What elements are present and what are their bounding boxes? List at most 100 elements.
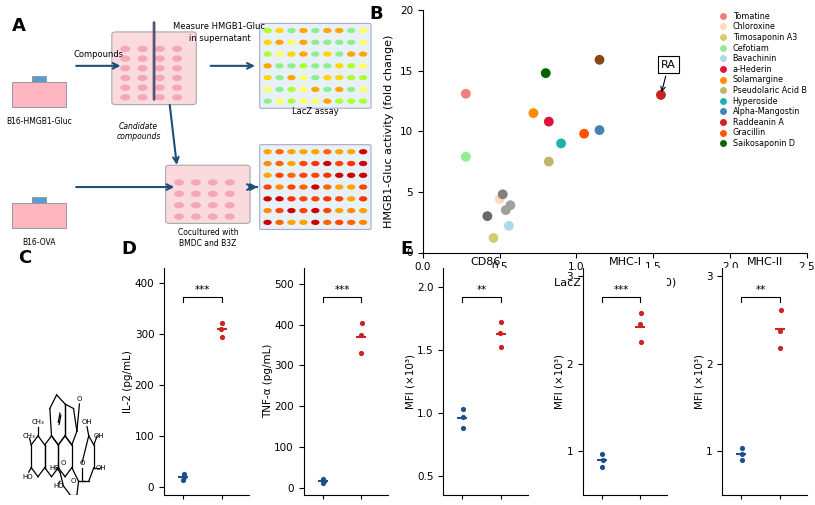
Point (177, 476, 190, 484)
Circle shape (263, 75, 271, 80)
Circle shape (335, 173, 343, 178)
Text: Candidate
compounds: Candidate compounds (117, 122, 161, 141)
Circle shape (335, 40, 343, 45)
Point (487, 234, 500, 242)
Circle shape (359, 208, 368, 213)
Circle shape (299, 40, 307, 45)
Circle shape (155, 46, 165, 52)
Y-axis label: MFI (×10³): MFI (×10³) (405, 354, 416, 409)
Circle shape (299, 220, 307, 225)
Circle shape (335, 220, 343, 225)
Circle shape (359, 161, 368, 166)
Circle shape (287, 40, 296, 45)
Circle shape (138, 56, 148, 62)
Circle shape (347, 208, 355, 213)
Circle shape (263, 184, 271, 190)
Circle shape (275, 149, 284, 155)
Circle shape (359, 28, 368, 33)
Circle shape (172, 94, 182, 100)
Circle shape (263, 98, 271, 104)
Polygon shape (32, 76, 46, 82)
Circle shape (263, 63, 271, 69)
Circle shape (299, 161, 307, 166)
Circle shape (225, 191, 235, 197)
Circle shape (359, 40, 368, 45)
Circle shape (347, 28, 355, 33)
Circle shape (347, 40, 355, 45)
Point (578, 130, 591, 138)
Circle shape (311, 98, 319, 104)
Circle shape (275, 173, 284, 178)
Circle shape (121, 84, 130, 91)
Circle shape (287, 161, 296, 166)
FancyBboxPatch shape (112, 32, 196, 105)
Text: OH: OH (82, 419, 92, 425)
Point (355, 331, 368, 339)
X-axis label: LacZ activity (OD590): LacZ activity (OD590) (553, 278, 676, 288)
Circle shape (191, 179, 201, 186)
Point (493, 195, 506, 203)
Circle shape (287, 220, 296, 225)
Circle shape (323, 75, 332, 80)
Legend: Tomatine, Chloroxine, Timosaponin A3, Cefotiam, Bavachinin, a-Hederin, Solamargi: Tomatine, Chloroxine, Timosaponin A3, Ce… (715, 12, 807, 148)
Circle shape (311, 75, 319, 80)
Point (596, 463, 609, 471)
Circle shape (287, 75, 296, 80)
Point (216, 319, 229, 327)
Circle shape (347, 149, 355, 155)
Circle shape (121, 56, 130, 62)
Circle shape (263, 173, 271, 178)
Circle shape (287, 87, 296, 92)
Point (317, 477, 330, 485)
FancyBboxPatch shape (260, 144, 371, 229)
Circle shape (311, 208, 319, 213)
Circle shape (323, 184, 332, 190)
Circle shape (311, 173, 319, 178)
Circle shape (323, 220, 332, 225)
Circle shape (299, 87, 307, 92)
Circle shape (347, 173, 355, 178)
Circle shape (323, 149, 332, 155)
Point (593, 126, 606, 134)
Circle shape (311, 87, 319, 92)
Circle shape (323, 40, 332, 45)
Point (502, 222, 515, 230)
Circle shape (225, 214, 235, 220)
Point (773, 327, 786, 335)
Circle shape (263, 208, 271, 213)
Circle shape (347, 196, 355, 201)
Circle shape (311, 184, 319, 190)
Point (634, 338, 647, 346)
Text: O: O (60, 460, 66, 466)
Circle shape (323, 208, 332, 213)
Circle shape (138, 46, 148, 52)
Circle shape (287, 98, 296, 104)
Circle shape (311, 52, 319, 57)
Text: CH₃: CH₃ (22, 433, 35, 439)
Text: B16-HMGB1-Gluc: B16-HMGB1-Gluc (6, 117, 72, 126)
Point (593, 56, 606, 64)
Circle shape (225, 202, 235, 209)
Point (500, 206, 513, 214)
Circle shape (299, 98, 307, 104)
Circle shape (287, 196, 296, 201)
Point (215, 333, 228, 341)
Circle shape (359, 52, 368, 57)
Circle shape (275, 40, 284, 45)
Circle shape (138, 75, 148, 81)
Circle shape (347, 87, 355, 92)
Circle shape (174, 179, 184, 186)
Circle shape (323, 98, 332, 104)
Circle shape (208, 179, 218, 186)
Circle shape (299, 63, 307, 69)
Circle shape (138, 65, 148, 71)
Circle shape (323, 196, 332, 201)
Text: OH: OH (95, 465, 106, 471)
Circle shape (311, 220, 319, 225)
Circle shape (299, 184, 307, 190)
Text: **: ** (756, 285, 766, 295)
Circle shape (155, 75, 165, 81)
Text: HO: HO (50, 465, 60, 471)
Circle shape (323, 28, 332, 33)
Circle shape (287, 208, 296, 213)
